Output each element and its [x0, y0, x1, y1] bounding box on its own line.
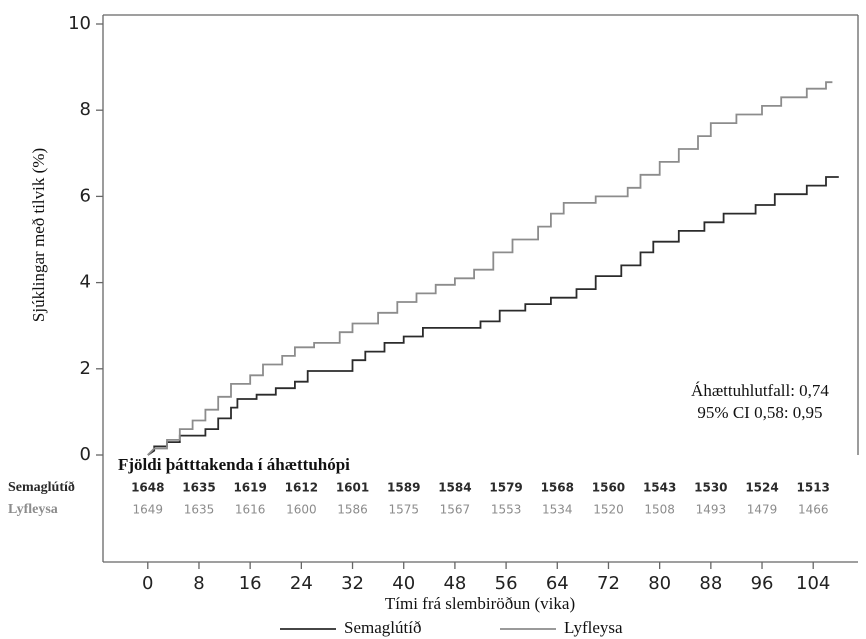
x-tick-label: 40: [392, 573, 415, 594]
risk-count: 1553: [491, 503, 522, 517]
risk-count: 1508: [644, 503, 675, 517]
x-tick-label: 56: [495, 573, 518, 594]
x-tick-label: 72: [597, 573, 620, 594]
annotation: Áhættuhlutfall: 0,74: [691, 381, 829, 400]
x-tick-label: 16: [239, 573, 262, 594]
risk-count: 1534: [542, 503, 573, 517]
y-tick-label: 10: [68, 13, 91, 34]
x-tick-label: 64: [546, 573, 569, 594]
y-tick-label: 4: [80, 272, 91, 293]
x-tick-label: 8: [193, 573, 204, 594]
risk-row-label: Semaglútíð: [8, 479, 75, 495]
risk-count: 1543: [643, 481, 676, 495]
risk-count: 1567: [440, 503, 471, 517]
risk-count: 1524: [745, 481, 778, 495]
risk-count: 1568: [541, 481, 574, 495]
line: [147, 81, 833, 456]
axes: [102, 14, 859, 563]
risk-count: 1619: [233, 481, 266, 495]
y-tick-label: 2: [80, 358, 91, 379]
y-axis-label: Sjúklingar með tilvik (%): [29, 148, 48, 322]
risk-count: 1635: [184, 503, 215, 517]
risk-count: 1575: [388, 503, 419, 517]
risk-table-title: Fjöldi þátttakenda í áhættuhópi: [118, 455, 350, 474]
x-tick-label: 80: [648, 573, 671, 594]
annotation: 95% CI 0,58: 0,95: [697, 403, 822, 422]
risk-count: 1635: [182, 481, 215, 495]
risk-count: 1612: [285, 481, 318, 495]
risk-count: 1579: [489, 481, 522, 495]
y-tick-label: 8: [80, 99, 91, 120]
risk-row-label: Lyfleysa: [8, 502, 58, 517]
risk-count: 1560: [592, 481, 625, 495]
x-tick-label: 48: [443, 573, 466, 594]
x-axis-label: Tími frá slembiröðun (vika): [385, 594, 575, 613]
risk-count: 1466: [798, 503, 829, 517]
risk-count: 1530: [694, 481, 727, 495]
x-tick-label: 88: [699, 573, 722, 594]
risk-count: 1601: [336, 481, 369, 495]
risk-count: 1520: [593, 503, 624, 517]
x-tick-label: 24: [290, 573, 313, 594]
risk-count: 1479: [747, 503, 778, 517]
risk-count: 1616: [235, 503, 266, 517]
legend-label: Semaglútíð: [344, 618, 421, 637]
risk-count: 1513: [797, 481, 830, 495]
risk-count: 1589: [387, 481, 420, 495]
risk-count: 1649: [133, 503, 164, 517]
risk-count: 1648: [131, 481, 164, 495]
x-tick-label: 32: [341, 573, 364, 594]
y-tick-label: 6: [80, 185, 91, 206]
line: [147, 176, 839, 456]
y-tick-label: 0: [80, 444, 91, 465]
x-tick-label: 104: [796, 573, 830, 594]
risk-count: 1600: [286, 503, 317, 517]
risk-count: 1586: [337, 503, 368, 517]
x-tick-label: 96: [751, 573, 774, 594]
legend-label: Lyfleysa: [564, 618, 623, 637]
risk-count: 1584: [438, 481, 471, 495]
x-tick-label: 0: [142, 573, 153, 594]
risk-count: 1493: [696, 503, 727, 517]
